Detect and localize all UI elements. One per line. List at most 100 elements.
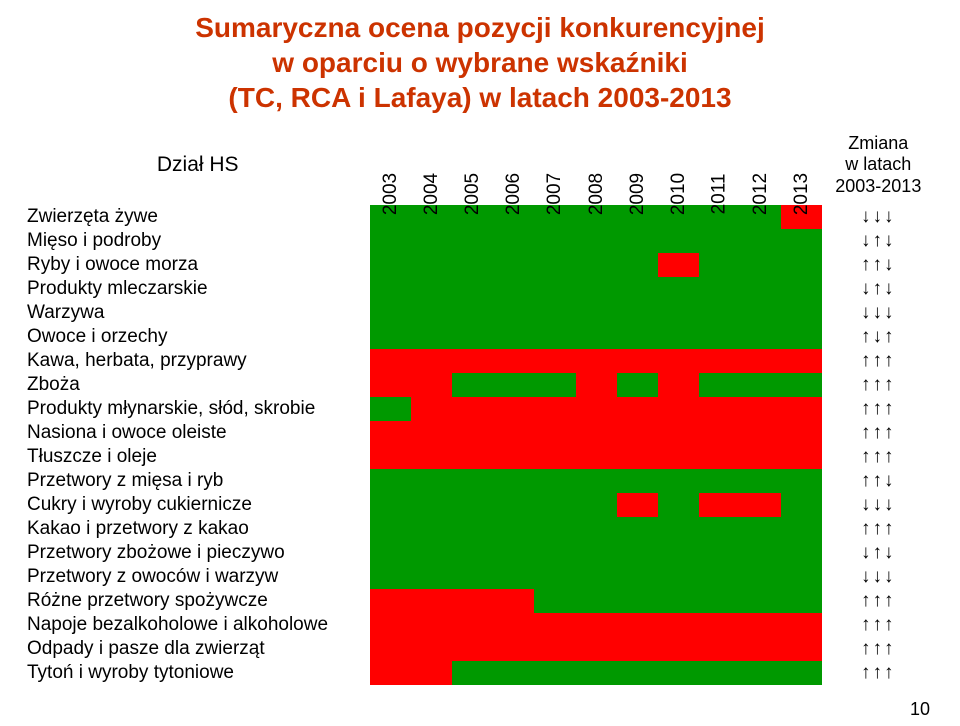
heatmap-cell [534,493,575,517]
heatmap-cell [411,613,452,637]
heatmap-cell [411,493,452,517]
heatmap-cell [534,301,575,325]
heatmap-cell [617,277,658,301]
heatmap-cell [699,373,740,397]
heatmap-cell [617,421,658,445]
heatmap-cell [452,397,493,421]
heatmap-cell [781,229,822,253]
heatmap-cell [493,661,534,685]
year-header: 2006 [493,125,534,205]
heatmap-cell [658,661,699,685]
heatmap-cell [452,589,493,613]
table-row: Owoce i orzechy↑↓↑ [25,325,935,349]
heatmap-cell [740,493,781,517]
table-row: Ryby i owoce morza↑↑↓ [25,253,935,277]
heatmap-cell [781,613,822,637]
table-row: Warzywa↓↓↓ [25,301,935,325]
heatmap-cell [452,661,493,685]
heatmap-cell [740,373,781,397]
heatmap-cell [534,277,575,301]
table-row: Zboża↑↑↑ [25,373,935,397]
heatmap-table: Dział HS 2003200420052006200720082009201… [25,125,935,685]
heatmap-cell [493,421,534,445]
table-body: Zwierzęta żywe↓↓↓Mięso i podroby↓↑↓Ryby … [25,205,935,685]
heatmap-cell [740,637,781,661]
heatmap-cell [617,493,658,517]
change-cell: ↑↑↑ [822,373,935,397]
heatmap-cell [781,349,822,373]
heatmap-cell [534,469,575,493]
heatmap-cell [781,541,822,565]
heatmap-cell [534,613,575,637]
heatmap-cell [576,517,617,541]
heatmap-cell [576,277,617,301]
heatmap-cell [781,517,822,541]
heatmap-cell [534,373,575,397]
heatmap-cell [493,373,534,397]
heatmap-cell [658,541,699,565]
heatmap-cell [617,589,658,613]
heatmap-cell [781,277,822,301]
heatmap-cell [781,637,822,661]
year-header: 2012 [740,125,781,205]
change-cell: ↓↑↓ [822,277,935,301]
heatmap-cell [411,565,452,589]
row-label: Przetwory z owoców i warzyw [25,565,370,589]
heatmap-table-wrap: Dział HS 2003200420052006200720082009201… [25,125,935,685]
row-label: Napoje bezalkoholowe i alkoholowe [25,613,370,637]
change-cell: ↑↑↑ [822,613,935,637]
heatmap-cell [576,229,617,253]
heatmap-cell [534,517,575,541]
row-label: Nasiona i owoce oleiste [25,421,370,445]
heatmap-cell [576,541,617,565]
heatmap-cell [370,277,411,301]
row-label: Tytoń i wyroby tytoniowe [25,661,370,685]
header-label: Dział HS [25,125,370,205]
table-row: Przetwory zbożowe i pieczywo↓↑↓ [25,541,935,565]
heatmap-cell [493,277,534,301]
heatmap-cell [740,517,781,541]
heatmap-cell [576,493,617,517]
heatmap-cell [370,661,411,685]
change-cell: ↑↑↑ [822,589,935,613]
heatmap-cell [493,325,534,349]
table-row: Mięso i podroby↓↑↓ [25,229,935,253]
heatmap-cell [699,589,740,613]
heatmap-cell [493,613,534,637]
year-header-label: 2012 [750,173,772,215]
heatmap-cell [576,637,617,661]
heatmap-cell [411,277,452,301]
heatmap-cell [534,589,575,613]
year-header-label: 2003 [381,173,403,215]
row-label: Tłuszcze i oleje [25,445,370,469]
heatmap-cell [576,253,617,277]
year-header: 2011 [699,125,740,205]
heatmap-cell [781,469,822,493]
heatmap-cell [781,445,822,469]
heatmap-cell [370,517,411,541]
heatmap-cell [699,325,740,349]
heatmap-cell [740,397,781,421]
heatmap-cell [781,493,822,517]
heatmap-cell [699,445,740,469]
heatmap-cell [411,349,452,373]
heatmap-cell [617,565,658,589]
heatmap-cell [617,253,658,277]
year-header-label: 2008 [586,173,608,215]
heatmap-cell [493,493,534,517]
heatmap-cell [740,469,781,493]
change-cell: ↑↑↑ [822,517,935,541]
heatmap-cell [781,589,822,613]
table-row: Różne przetwory spożywcze↑↑↑ [25,589,935,613]
heatmap-cell [617,349,658,373]
heatmap-cell [534,229,575,253]
heatmap-cell [452,613,493,637]
heatmap-cell [493,397,534,421]
heatmap-cell [740,613,781,637]
row-label: Odpady i pasze dla zwierząt [25,637,370,661]
heatmap-cell [411,469,452,493]
title-line: Sumaryczna ocena pozycji konkurencyjnej [25,10,935,45]
heatmap-cell [411,517,452,541]
heatmap-cell [411,445,452,469]
heatmap-cell [658,469,699,493]
